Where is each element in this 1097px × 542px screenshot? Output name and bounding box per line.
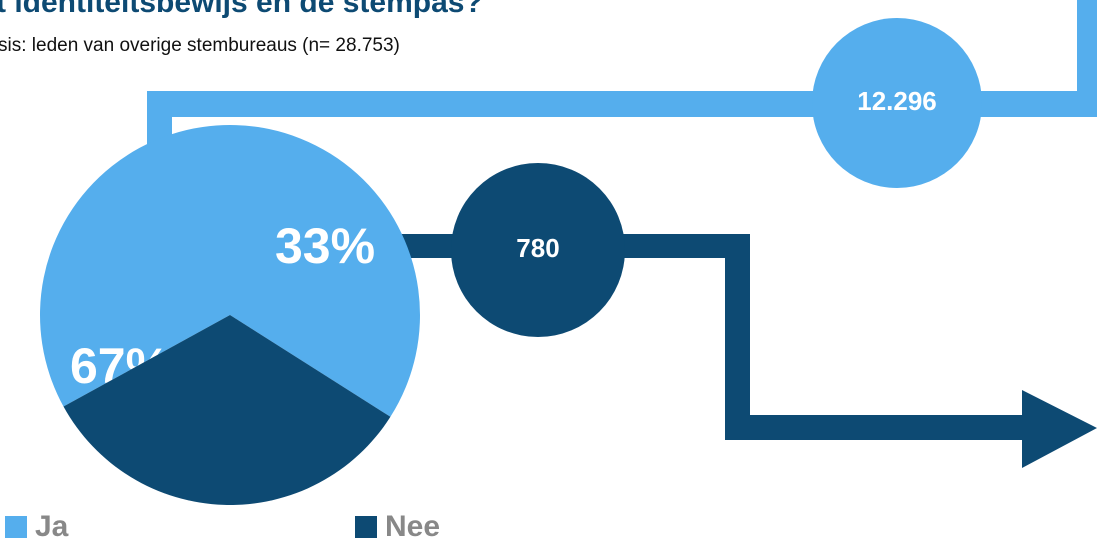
pie: 67%33% [40,125,420,506]
chart-title: t identiteitsbewijs en de stempas? [0,0,483,19]
legend-swatch [355,516,377,538]
legend-label: Nee [385,510,440,542]
pie-slice [63,315,391,506]
annotation: 12.296 [857,86,937,116]
callout-circle [812,18,982,188]
legend-label: Ja [35,510,69,542]
data-label: 33% [275,218,375,274]
annotation: 780 [516,233,559,263]
legend: Ja Nee [5,510,440,542]
pie-slice [40,125,420,417]
callout-circle [451,163,625,337]
legend-swatch [5,516,27,538]
chart-subtitle: sis: leden van overige stembureaus (n= 2… [0,35,400,56]
flow-dark [380,234,1097,468]
